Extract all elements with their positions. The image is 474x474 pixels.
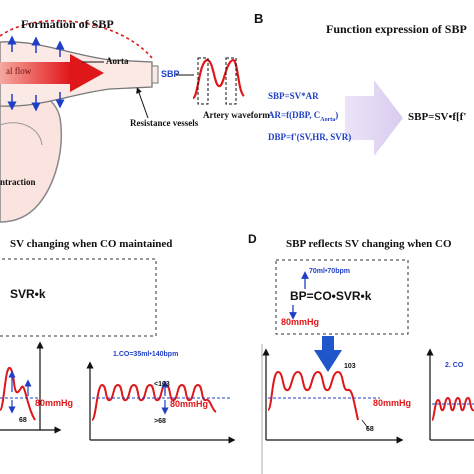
panel-d-title: SBP reflects SV changing when CO [286,238,452,250]
box-d-pressure: 80mmHg [281,317,320,327]
contraction-label: ntraction [0,177,36,187]
aorta-label: Aorta [106,56,129,66]
d-bottom-value: 68 [366,426,374,433]
panel-b-title: Function expression of SBP [326,22,467,36]
expansion-dome [0,19,153,59]
formula-box-c [0,258,157,337]
blood-flow-arrow [0,54,104,92]
equation-ar-sub: Aorta [320,116,336,123]
chart-d-right [426,348,474,441]
c-right-pressure-label: 80mmHg [170,399,209,409]
equation-ar-end: ) [335,110,339,120]
chart-c-right [86,361,236,444]
big-down-arrow [314,336,342,372]
c-right-co-label: 1.CO=35ml•140bpm [113,351,179,358]
transform-arrow [345,80,403,156]
result-equation: SBP=SV•f[f' [408,111,467,123]
chart-d-left [262,348,404,444]
box-d-top-value: 70ml•70bpm [309,268,350,275]
sbp-label: SBP [161,69,180,79]
formula-box-d [275,259,409,335]
panel-a-title: Formation of SBP [21,17,114,31]
c-right-low-value: >68 [154,418,166,425]
d-right-co-label: 2. CO [445,362,464,369]
panel-d-letter: D [248,232,257,246]
resistance-label: Resistance vessels [130,118,199,128]
c-left-bottom-value: 68 [19,417,27,424]
flow-label: al flow [6,66,32,76]
d-peak-value: 103 [344,363,356,370]
resistance-pointer [136,87,149,119]
c-left-pressure-label: 80mmHg [35,398,74,408]
d-pressure-label: 80mmHg [373,398,412,408]
chart-c-left [0,341,62,434]
panel-c-formula: SVR•k [10,287,46,301]
equation-ar: AR=f(DBP, CAorta) [268,110,338,123]
box-d-formula: BP=CO•SVR•k [290,289,372,303]
panel-c-title: SV changing when CO maintained [10,238,173,250]
heart-shape [0,88,63,223]
c-right-peak-value: <103 [154,381,170,388]
artery-waveform [191,57,245,105]
panel-b-letter: B [254,11,264,26]
wall-pressure-arrows [7,35,65,112]
equation-dbp: DBP=f'(SV,HR, SVR) [268,132,352,142]
artery-waveform-label: Artery waveform [203,110,270,120]
equation-sbp: SBP=SV*AR [268,91,319,101]
equation-ar-text: AR=f(DBP, C [268,110,321,120]
